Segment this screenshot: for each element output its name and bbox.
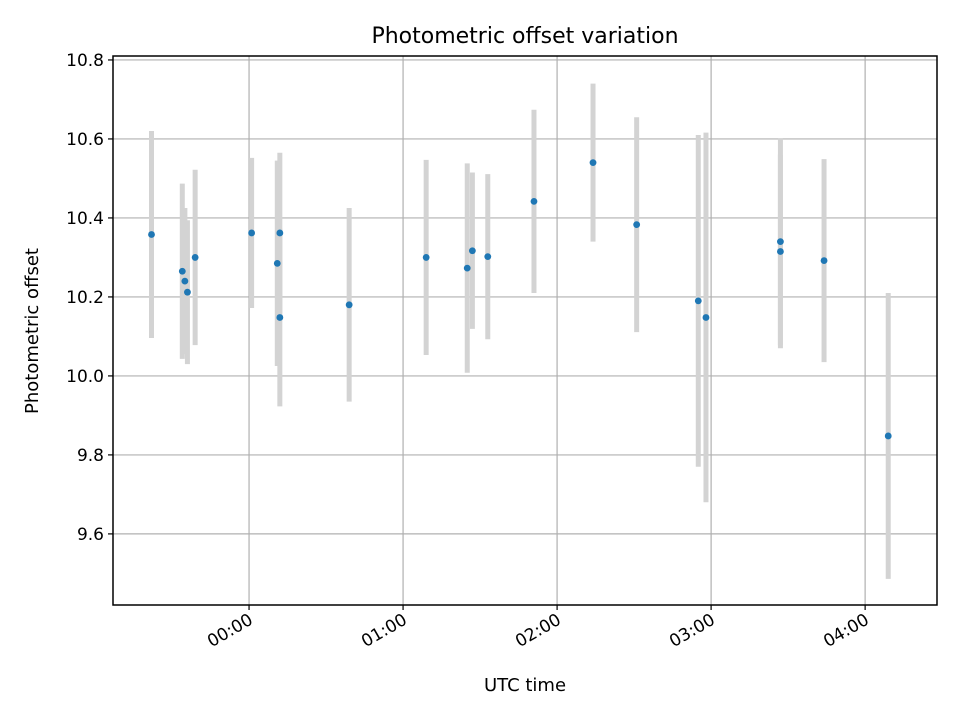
data-point [184, 288, 191, 296]
x-tick-label: 02:00 [512, 610, 564, 652]
data-point [694, 297, 702, 305]
data-point [777, 238, 784, 246]
y-tick-label: 9.8 [77, 446, 104, 466]
data-point [248, 229, 256, 237]
y-tick-label: 10.6 [66, 130, 104, 150]
data-point [468, 247, 476, 255]
plot-frame [112, 55, 938, 606]
x-tick-label: 03:00 [666, 610, 718, 652]
data-point [820, 257, 828, 264]
data-point [345, 301, 353, 309]
point-layer [148, 159, 892, 440]
y-axis-label: Photometric offset [22, 248, 43, 414]
chart-title: Photometric offset variation [371, 24, 678, 49]
tick-layer: 9.6 9.8 10.0 10.2 10.4 10.6 10.8 00:00 01:00 02:0… [66, 51, 872, 652]
data-point [276, 229, 284, 237]
x-axis-label: UTC time [484, 675, 566, 696]
y-tick-label: 10.2 [66, 288, 104, 308]
y-tick-label: 10.8 [66, 51, 104, 71]
y-tick-label: 9.6 [77, 525, 104, 545]
data-point [181, 277, 189, 285]
data-point [589, 159, 597, 167]
data-point [633, 221, 641, 229]
data-point [191, 254, 199, 261]
data-point [777, 248, 784, 255]
x-tick-label: 01:00 [358, 610, 410, 652]
x-tick-label: 00:00 [204, 610, 256, 652]
y-tick-label: 10.0 [66, 367, 104, 387]
grid-layer [113, 56, 937, 605]
y-tick-label: 10.4 [66, 209, 104, 229]
errorbar-layer [149, 83, 891, 579]
data-point [273, 259, 281, 267]
data-point [276, 314, 284, 321]
data-point [422, 254, 430, 261]
data-point [148, 231, 155, 238]
x-tick-label: 04:00 [820, 610, 872, 652]
data-point [484, 253, 492, 261]
data-point [702, 314, 710, 321]
data-point [463, 264, 471, 272]
data-point [530, 197, 538, 205]
data-point [884, 432, 892, 440]
data-point [178, 267, 186, 275]
